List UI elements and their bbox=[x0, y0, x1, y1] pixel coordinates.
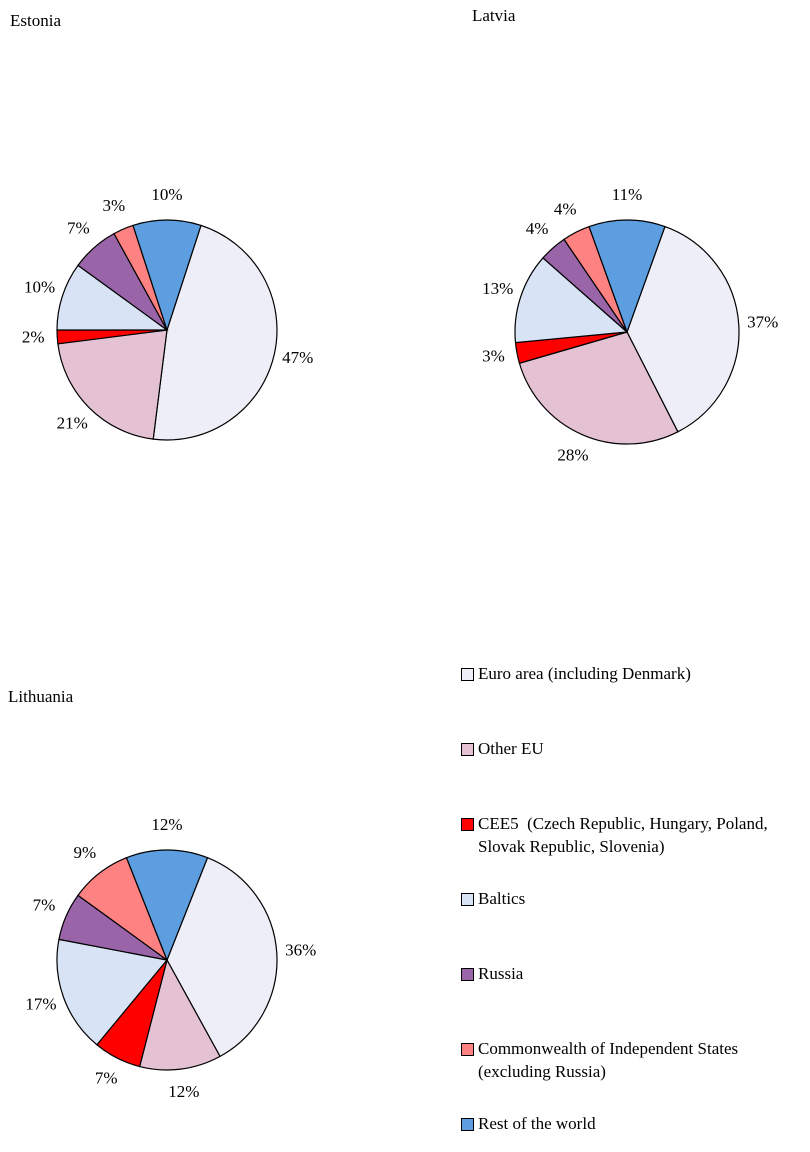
data-label: 2% bbox=[22, 327, 45, 346]
legend-label: Russia bbox=[478, 964, 524, 983]
pie-slice bbox=[125, 849, 209, 962]
legend-swatch bbox=[461, 893, 474, 906]
legend-swatch bbox=[461, 668, 474, 681]
data-label: 21% bbox=[57, 414, 88, 433]
legend-swatch bbox=[461, 1043, 474, 1056]
data-label: 4% bbox=[554, 200, 577, 219]
pie-slice bbox=[57, 329, 168, 440]
data-label: 4% bbox=[526, 219, 549, 238]
data-label: 7% bbox=[33, 896, 56, 915]
pie-slice bbox=[132, 219, 202, 332]
chart-title: Lithuania bbox=[8, 687, 74, 706]
pie-slice bbox=[138, 958, 221, 1071]
pie-slice bbox=[166, 856, 278, 1058]
legend-swatch bbox=[461, 1118, 474, 1131]
data-label: 17% bbox=[25, 994, 56, 1013]
data-label: 9% bbox=[74, 843, 97, 862]
legend-label: Other EU bbox=[478, 739, 544, 758]
data-label: 7% bbox=[67, 218, 90, 237]
data-label: 47% bbox=[282, 348, 313, 367]
chart-title: Estonia bbox=[10, 11, 61, 30]
legend-swatch bbox=[461, 743, 474, 756]
data-label: 10% bbox=[24, 277, 55, 296]
legend-swatch bbox=[461, 968, 474, 981]
data-label: 11% bbox=[612, 185, 643, 204]
legend-label: Rest of the world bbox=[478, 1114, 596, 1133]
data-label: 37% bbox=[747, 312, 778, 331]
data-label: 3% bbox=[482, 346, 505, 365]
data-label: 36% bbox=[285, 940, 316, 959]
legend-label: CEE5 (Czech Republic, Hungary, Poland, S… bbox=[478, 814, 772, 856]
data-label: 28% bbox=[557, 446, 588, 465]
legend-swatch bbox=[461, 818, 474, 831]
data-label: 12% bbox=[168, 1082, 199, 1101]
data-label: 10% bbox=[151, 185, 182, 204]
pie-slice bbox=[514, 257, 629, 344]
chart-title: Latvia bbox=[472, 6, 516, 25]
legend-label: Euro area (including Denmark) bbox=[478, 664, 691, 683]
data-label: 3% bbox=[102, 196, 125, 215]
pie-slice bbox=[518, 331, 679, 445]
legend-label: Baltics bbox=[478, 889, 526, 908]
pie-slice bbox=[588, 219, 666, 334]
pie-slice bbox=[56, 938, 169, 1046]
data-label: 12% bbox=[151, 815, 182, 834]
legend-label: Commonwealth of Independent States (excl… bbox=[478, 1039, 743, 1081]
pie-slice bbox=[626, 225, 740, 433]
data-label: 7% bbox=[95, 1068, 118, 1087]
data-label: 13% bbox=[482, 279, 513, 298]
